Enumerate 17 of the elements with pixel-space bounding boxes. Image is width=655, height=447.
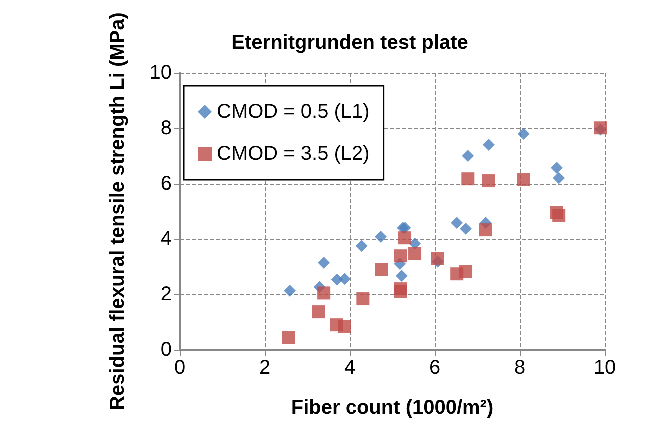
legend-label: CMOD = 0.5 (L1) <box>217 101 370 123</box>
x-tick-label: 10 <box>594 357 616 379</box>
x-axis-title: Fiber count (1000/m²) <box>291 397 494 419</box>
x-tick-label: 8 <box>514 357 526 379</box>
x-tick-label: 0 <box>174 357 186 379</box>
y-tick-label: 4 <box>160 228 172 250</box>
y-tick-label: 8 <box>160 117 172 140</box>
x-tick-label: 6 <box>429 357 441 379</box>
y-tick-label: 10 <box>150 62 172 84</box>
chart-title: Eternitgrunden test plate <box>232 32 468 54</box>
y-tick-label: 0 <box>160 339 172 361</box>
y-tick-label: 2 <box>160 284 172 306</box>
x-tick-label: 4 <box>344 357 356 379</box>
y-tick-label: 6 <box>160 172 172 195</box>
y-axis-title: Residual flexural tensile strength Li (MPa) <box>107 12 129 410</box>
x-tick-label: 2 <box>259 357 271 379</box>
legend-label: CMOD = 3.5 (L2) <box>217 143 370 165</box>
